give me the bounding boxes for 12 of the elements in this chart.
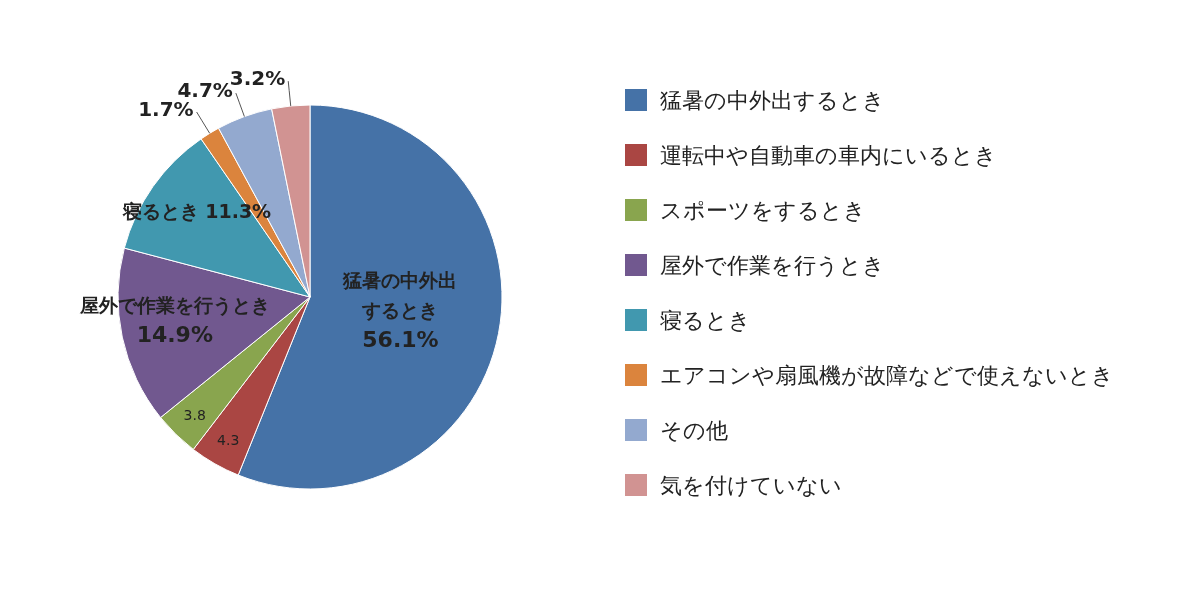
data-label: 1.7% [138, 97, 194, 122]
legend-label: エアコンや扇風機が故障などで使えないとき [660, 363, 1114, 388]
legend-label: 運転中や自動車の車内にいるとき [660, 143, 997, 168]
data-label: 4.3 [217, 432, 240, 449]
legend-label: 気を付けていない [660, 473, 842, 498]
legend-label: スポーツをするとき [660, 198, 866, 223]
legend-label: 猛暑の中外出するとき [660, 88, 885, 113]
legend-label: その他 [660, 418, 728, 443]
legend-label: 屋外で作業を行うとき [660, 253, 885, 278]
data-label: 3.8 [183, 407, 206, 424]
data-label: 猛暑の中外出するとき 56.1% [342, 268, 458, 352]
legend-label: 寝るとき [660, 308, 751, 333]
